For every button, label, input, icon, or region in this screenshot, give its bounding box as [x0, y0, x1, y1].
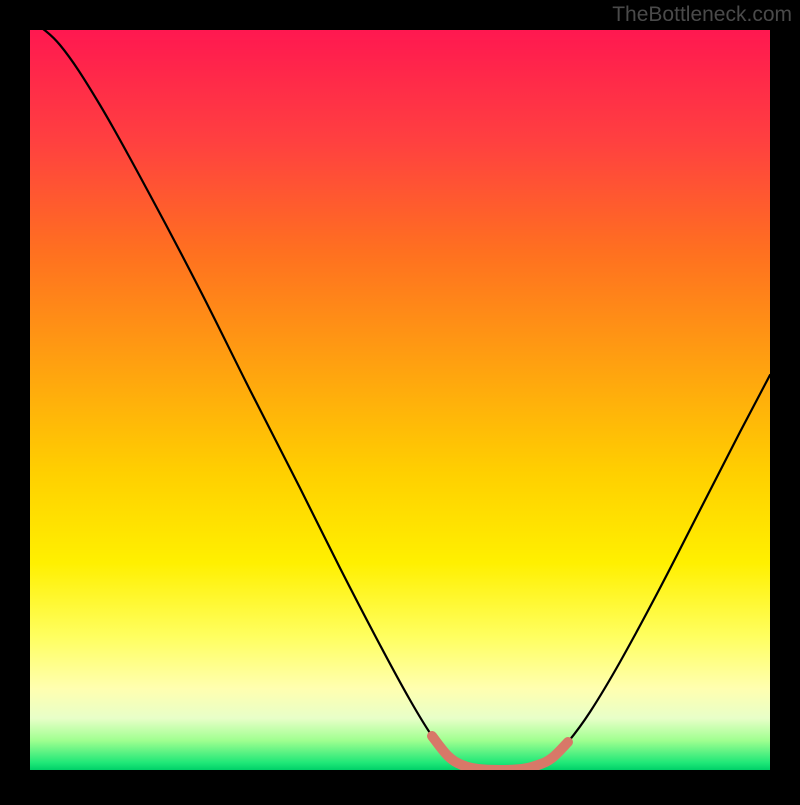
- bottleneck-chart: [0, 0, 800, 800]
- gradient-background: [30, 30, 770, 770]
- watermark-text: TheBottleneck.com: [612, 3, 792, 27]
